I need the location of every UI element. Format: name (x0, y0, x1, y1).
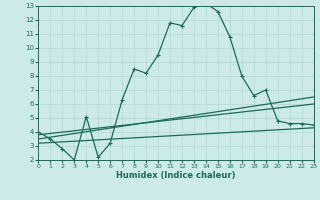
X-axis label: Humidex (Indice chaleur): Humidex (Indice chaleur) (116, 171, 236, 180)
